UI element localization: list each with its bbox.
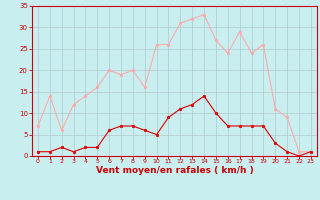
X-axis label: Vent moyen/en rafales ( km/h ): Vent moyen/en rafales ( km/h ) [96, 166, 253, 175]
